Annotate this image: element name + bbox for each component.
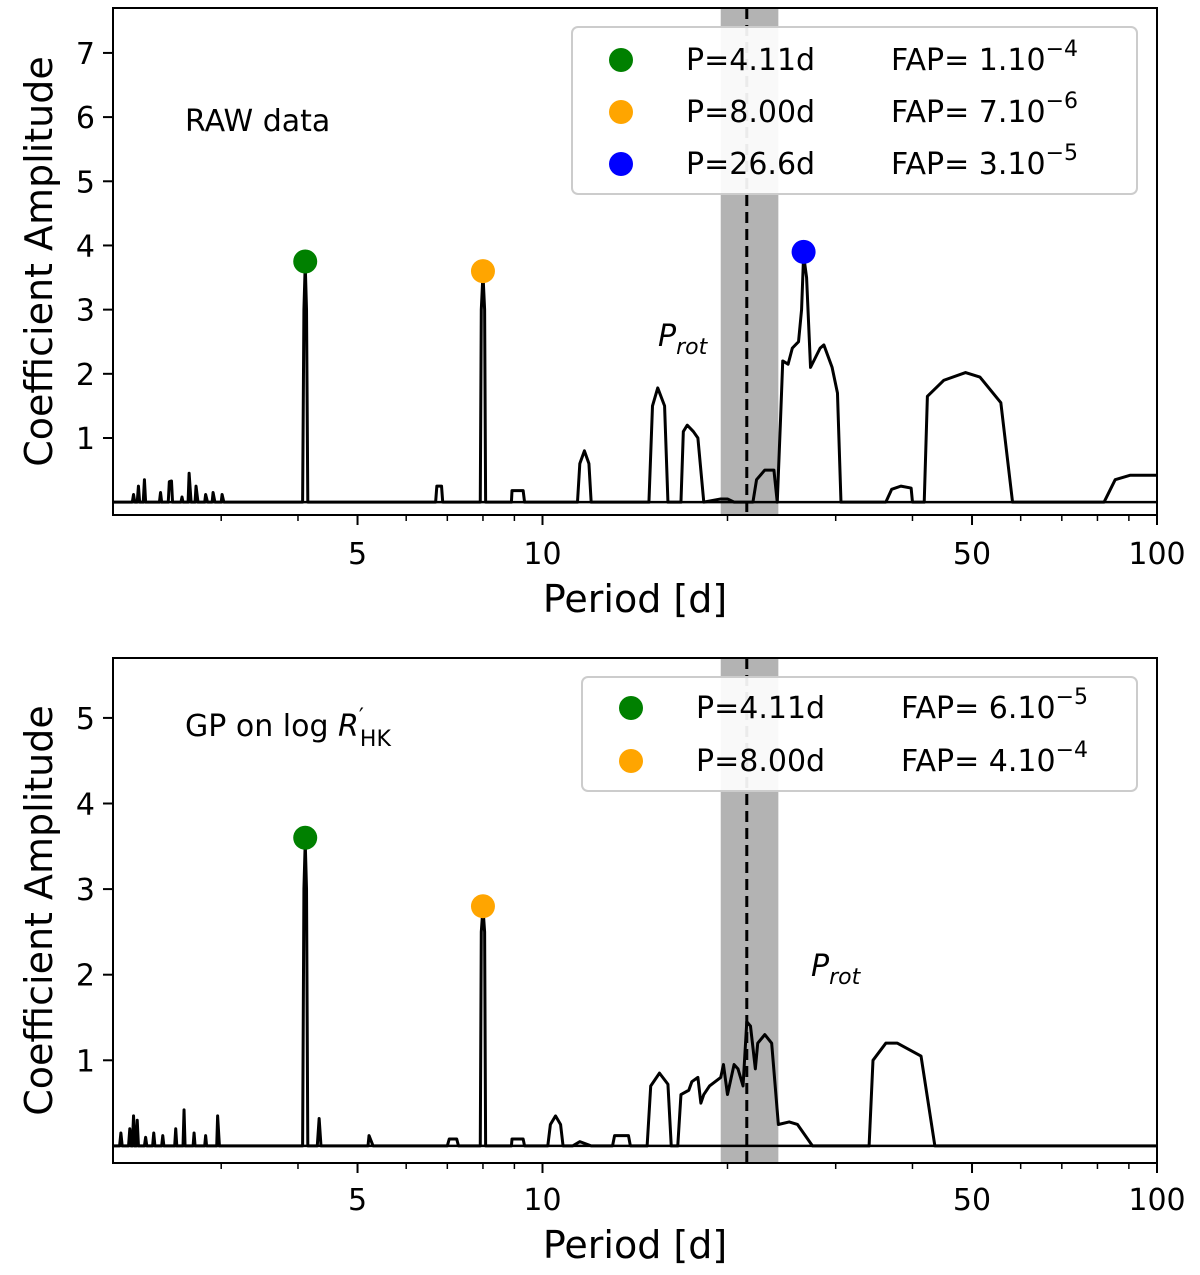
prot-subscript: rot — [829, 965, 862, 990]
legend-fap-exponent: −5 — [1056, 685, 1088, 710]
y-tick-label: 2 — [76, 959, 95, 994]
annotation-prefix: GP on log — [185, 709, 338, 744]
legend: P=4.11d FAP= 1.10−4 P=8.00d FAP= 7.10−6 P=26… — [571, 26, 1138, 195]
legend-box — [581, 676, 1138, 792]
panel-raw-data: 1 2 3 4 5 6 7 5 10 50 100 Period [d] Coefficient Amp… — [17, 7, 1186, 621]
y-tick-label: 5 — [76, 165, 95, 200]
legend-period-1: P=8.00d — [696, 744, 825, 779]
y-tick-label: 3 — [76, 873, 95, 908]
y-tick-label: 5 — [76, 702, 95, 737]
series-line-periodogram — [113, 840, 1157, 1148]
peak-marker-0 — [293, 249, 318, 274]
legend-marker-0 — [619, 696, 643, 720]
legend: P=4.11d FAP= 6.10−5 P=8.00d FAP= 4.10−4 — [581, 676, 1138, 792]
legend-marker-0 — [609, 48, 633, 72]
y-tick-label: 4 — [76, 788, 95, 823]
panel-annotation: GP on log R′ HK — [185, 705, 391, 752]
legend-fap-value: FAP= 4.10 — [901, 744, 1056, 779]
legend-box — [571, 26, 1138, 195]
x-tick-label: 10 — [523, 537, 561, 572]
series-line-periodogram — [113, 253, 1157, 504]
peak-marker-1 — [470, 259, 495, 284]
legend-marker-1 — [619, 749, 643, 773]
prot-symbol: P — [811, 949, 830, 984]
y-tick-label: 1 — [76, 1044, 95, 1079]
legend-fap-exponent: −4 — [1046, 37, 1078, 62]
legend-fap-value: FAP= 6.10 — [901, 691, 1056, 726]
legend-fap-0: FAP= 1.10−4 — [891, 37, 1078, 78]
legend-fap-value: FAP= 1.10 — [891, 43, 1046, 78]
x-axis-label: Period [d] — [543, 577, 727, 621]
prot-symbol: P — [658, 319, 677, 354]
legend-fap-2: FAP= 3.10−5 — [891, 141, 1078, 182]
annotation-prime: ′ — [359, 705, 364, 730]
legend-fap-exponent: −6 — [1046, 89, 1078, 114]
legend-marker-2 — [609, 152, 633, 176]
annotation-subscript: HK — [360, 727, 392, 752]
annotation-symbol: R — [338, 709, 359, 744]
panel-annotation: RAW data — [185, 104, 330, 139]
x-tick-label: 100 — [1128, 537, 1185, 572]
x-tick-label: 50 — [953, 1183, 991, 1218]
legend-period-0: P=4.11d — [686, 43, 815, 78]
y-tick-label: 1 — [76, 422, 95, 457]
x-tick-label: 5 — [348, 1183, 367, 1218]
legend-fap-value: FAP= 7.10 — [891, 95, 1046, 130]
y-tick-label: 6 — [76, 101, 95, 136]
legend-period-0: P=4.11d — [696, 691, 825, 726]
legend-fap-1: FAP= 7.10−6 — [891, 89, 1078, 130]
y-axis-label: Coefficient Amplitude — [17, 56, 61, 467]
legend-fap-0: FAP= 6.10−5 — [901, 685, 1088, 726]
axes-frame — [112, 7, 1158, 516]
peak-marker-1 — [470, 894, 495, 919]
peak-marker-2 — [791, 239, 816, 264]
legend-fap-value: FAP= 3.10 — [891, 147, 1046, 182]
axes-frame — [112, 657, 1158, 1164]
panel-gp-on-log-rhk: 1 2 3 4 5 5 10 50 100 Period [d] Coefficient Ampli… — [17, 657, 1186, 1267]
legend-period-1: P=8.00d — [686, 95, 815, 130]
x-tick-label: 5 — [348, 537, 367, 572]
rotation-period-label: Prot — [811, 949, 862, 990]
x-axis-label: Period [d] — [543, 1223, 727, 1267]
x-tick-label: 10 — [523, 1183, 561, 1218]
legend-period-2: P=26.6d — [686, 147, 815, 182]
legend-fap-1: FAP= 4.10−4 — [901, 738, 1088, 779]
legend-fap-exponent: −4 — [1056, 738, 1088, 763]
y-tick-label: 7 — [76, 37, 95, 72]
peak-marker-0 — [293, 825, 318, 850]
y-tick-label: 4 — [76, 229, 95, 264]
x-tick-label: 100 — [1128, 1183, 1185, 1218]
y-tick-label: 3 — [76, 294, 95, 329]
y-axis-label: Coefficient Amplitude — [17, 705, 61, 1116]
y-tick-label: 2 — [76, 358, 95, 393]
x-tick-label: 50 — [953, 537, 991, 572]
legend-marker-1 — [609, 100, 633, 124]
legend-fap-exponent: −5 — [1046, 141, 1078, 166]
prot-subscript: rot — [676, 335, 709, 360]
rotation-period-label: Prot — [658, 319, 709, 360]
